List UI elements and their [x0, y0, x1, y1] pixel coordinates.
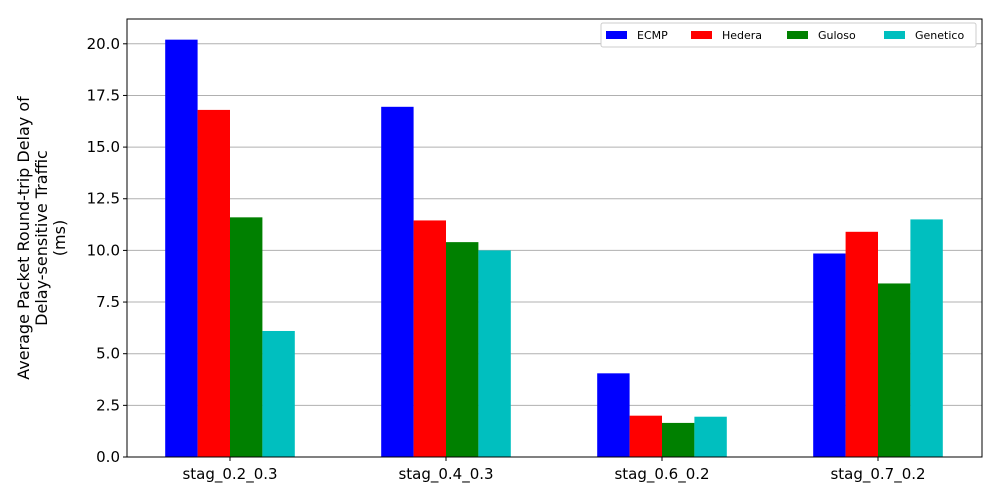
bar-ecmp — [597, 373, 630, 457]
y-tick-label: 17.5 — [87, 86, 120, 104]
legend-swatch-ecmp — [606, 31, 627, 39]
x-tick-label: stag_0.6_0.2 — [614, 465, 709, 484]
y-tick-label: 2.5 — [96, 396, 120, 414]
legend-swatch-guloso — [787, 31, 808, 39]
legend: ECMP Hedera Guloso Genetico — [600, 22, 977, 48]
y-tick-label: 12.5 — [87, 190, 120, 208]
bar-guloso — [878, 283, 911, 457]
bar-hedera — [629, 415, 662, 457]
plot-frame — [126, 18, 983, 458]
bar-guloso — [662, 422, 695, 457]
legend-label: Guloso — [818, 29, 856, 42]
bar-genetico — [478, 250, 511, 457]
y-tick-label: 5.0 — [96, 345, 120, 363]
bar-hedera — [845, 231, 878, 457]
y-axis-title-line: Average Packet Round-trip Delay of — [14, 96, 33, 380]
bar-ecmp — [813, 253, 846, 457]
bar-hedera — [413, 220, 446, 457]
bar-genetico — [262, 330, 295, 457]
y-axis-title-line: (ms) — [50, 220, 69, 256]
bar-ecmp — [165, 39, 198, 458]
x-axis: stag_0.2_0.3 stag_0.4_0.3 stag_0.6_0.2 stag… — [182, 457, 926, 484]
legend-label: ECMP — [637, 29, 668, 42]
y-tick-label: 20.0 — [87, 35, 120, 53]
legend-label: Genetico — [915, 29, 964, 42]
bar-guloso — [230, 217, 263, 457]
legend-swatch-hedera — [691, 31, 712, 39]
bar-guloso — [446, 242, 479, 457]
y-axis-title-line: Delay-sensitive Traffic — [32, 150, 51, 326]
bar-genetico — [910, 219, 943, 457]
x-tick-label: stag_0.7_0.2 — [830, 465, 925, 484]
x-tick-label: stag_0.4_0.3 — [398, 465, 493, 484]
y-tick-label: 10.0 — [87, 241, 120, 259]
y-tick-label: 7.5 — [96, 293, 120, 311]
legend-label: Hedera — [722, 29, 762, 42]
bars — [165, 39, 943, 458]
bar-genetico — [694, 416, 727, 457]
x-tick-label: stag_0.2_0.3 — [182, 465, 277, 484]
bar-ecmp — [381, 106, 414, 457]
y-tick-label: 0.0 — [96, 448, 120, 466]
y-axis-title: Average Packet Round-trip Delay of Delay-… — [14, 96, 69, 380]
legend-swatch-genetico — [884, 31, 905, 39]
bar-hedera — [197, 109, 230, 457]
y-axis: 0.0 2.5 5.0 7.5 10.0 12.5 15.0 17.5 20.0 — [87, 35, 127, 466]
y-tick-label: 15.0 — [87, 138, 120, 156]
